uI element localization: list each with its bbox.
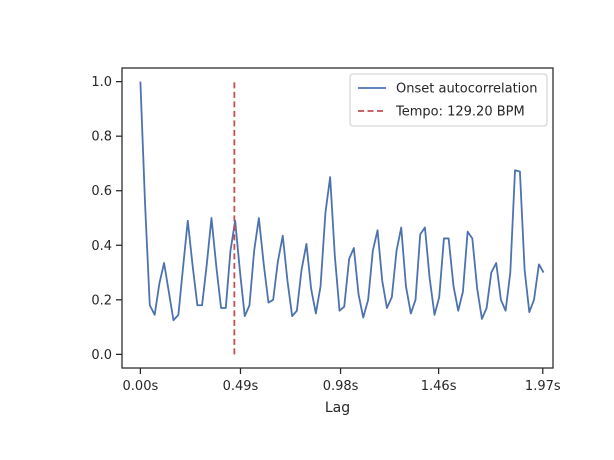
y-axis-ticks: 0.0 0.2 0.4 0.6 0.8 1.0 [91, 75, 122, 363]
plot-frame [121, 67, 554, 369]
series-layer [139, 81, 545, 355]
y-tick-label: 0.6 [91, 184, 112, 199]
y-tick-label: 0.8 [91, 130, 112, 145]
y-tick-label: 1.0 [91, 75, 112, 90]
legend-box [349, 73, 548, 127]
y-tick-label: 0.2 [91, 293, 112, 308]
x-tick-label: 0.00s [123, 379, 159, 394]
x-tick-label: 1.97s [525, 379, 561, 394]
x-axis-label: Lag [325, 400, 350, 416]
onset-autocorrelation-line [139, 81, 545, 322]
x-tick-label: 0.49s [223, 379, 259, 394]
legend-label: Tempo: 129.20 BPM [395, 105, 525, 120]
x-axis-ticks: 0.00s 0.49s 0.98s 1.46s 1.97s [123, 368, 561, 394]
y-tick-label: 0.4 [91, 239, 112, 254]
legend-label: Onset autocorrelation [396, 82, 537, 97]
x-tick-label: 0.98s [323, 379, 359, 394]
legend: Onset autocorrelation Tempo: 129.20 BPM [349, 73, 548, 127]
y-tick-label: 0.0 [91, 348, 112, 363]
x-tick-label: 1.46s [421, 379, 457, 394]
